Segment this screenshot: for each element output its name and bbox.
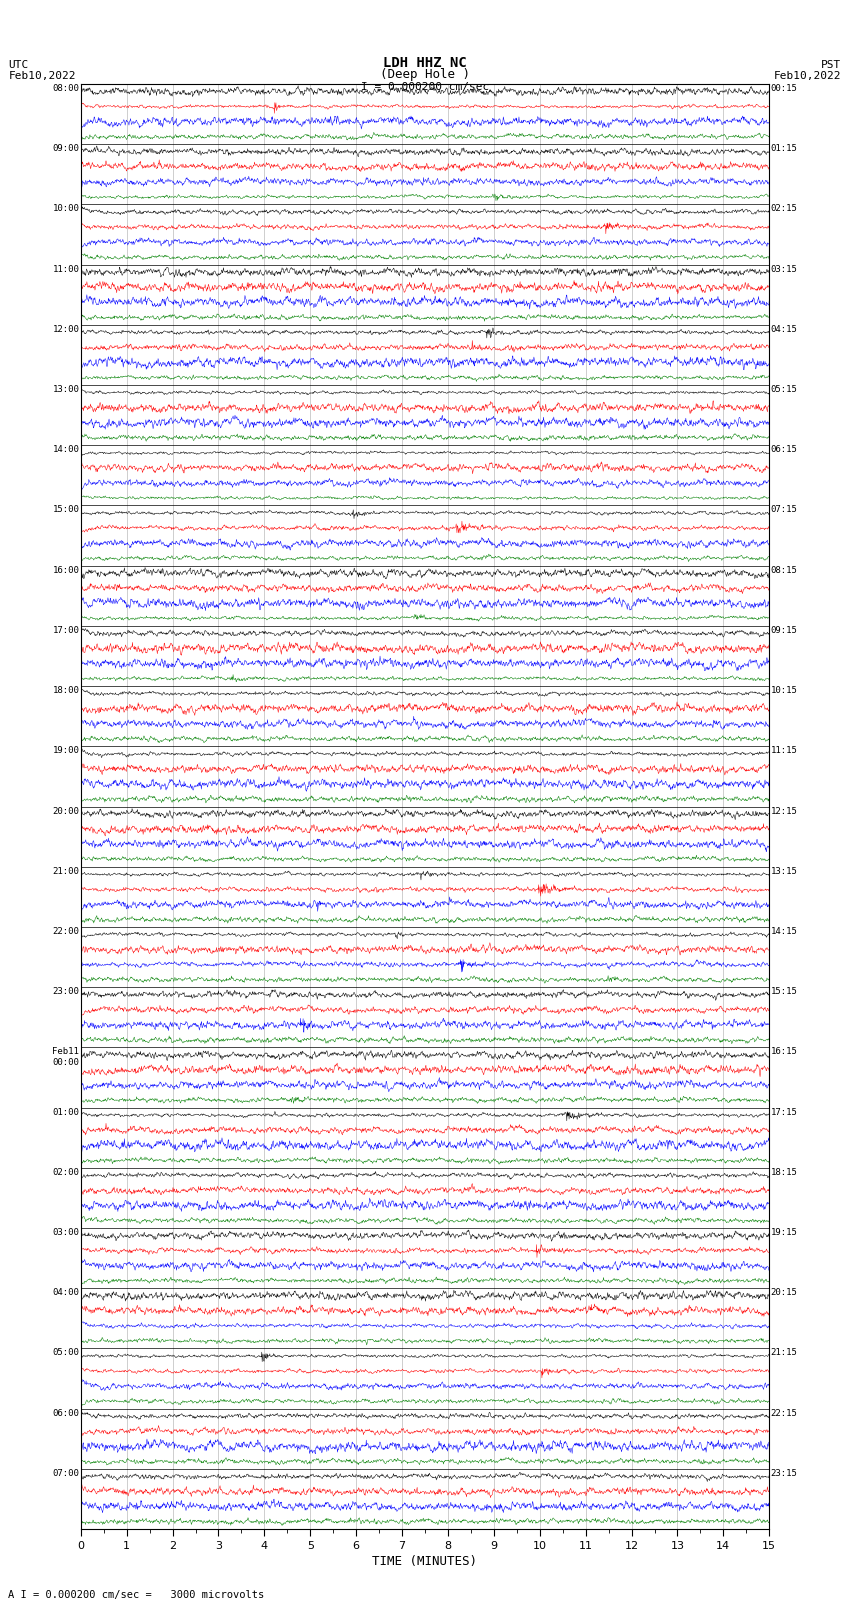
Text: 08:15: 08:15 [771,566,797,574]
Text: Feb10,2022: Feb10,2022 [8,71,76,82]
Text: 10:15: 10:15 [771,686,797,695]
Text: 06:00: 06:00 [53,1408,79,1418]
Text: 23:15: 23:15 [771,1469,797,1478]
Text: 06:15: 06:15 [771,445,797,455]
Text: 03:00: 03:00 [53,1227,79,1237]
Text: 13:00: 13:00 [53,386,79,394]
Text: Feb11
00:00: Feb11 00:00 [53,1047,79,1066]
Text: I = 0.000200 cm/sec: I = 0.000200 cm/sec [361,82,489,92]
Text: 00:15: 00:15 [771,84,797,94]
Text: 19:15: 19:15 [771,1227,797,1237]
Text: 15:15: 15:15 [771,987,797,997]
Text: 21:15: 21:15 [771,1348,797,1358]
Text: 11:15: 11:15 [771,747,797,755]
Text: 02:00: 02:00 [53,1168,79,1177]
Text: 14:00: 14:00 [53,445,79,455]
Text: 05:15: 05:15 [771,386,797,394]
Text: 22:00: 22:00 [53,927,79,936]
Text: Feb10,2022: Feb10,2022 [774,71,842,82]
Text: 04:00: 04:00 [53,1289,79,1297]
Text: A I = 0.000200 cm/sec =   3000 microvolts: A I = 0.000200 cm/sec = 3000 microvolts [8,1590,264,1600]
Text: UTC: UTC [8,60,29,71]
Text: 17:00: 17:00 [53,626,79,636]
Text: 18:15: 18:15 [771,1168,797,1177]
Text: 20:15: 20:15 [771,1289,797,1297]
Text: 13:15: 13:15 [771,866,797,876]
Text: 12:00: 12:00 [53,324,79,334]
Text: 09:00: 09:00 [53,144,79,153]
Text: 16:00: 16:00 [53,566,79,574]
Text: 07:15: 07:15 [771,505,797,515]
Text: 17:15: 17:15 [771,1108,797,1116]
Text: 08:00: 08:00 [53,84,79,94]
Text: 23:00: 23:00 [53,987,79,997]
Text: 05:00: 05:00 [53,1348,79,1358]
Text: 18:00: 18:00 [53,686,79,695]
Text: 14:15: 14:15 [771,927,797,936]
Text: 01:15: 01:15 [771,144,797,153]
Text: 10:00: 10:00 [53,205,79,213]
Text: 11:00: 11:00 [53,265,79,274]
Text: 03:15: 03:15 [771,265,797,274]
Text: 04:15: 04:15 [771,324,797,334]
Text: 20:00: 20:00 [53,806,79,816]
Text: 22:15: 22:15 [771,1408,797,1418]
Text: 19:00: 19:00 [53,747,79,755]
Text: 12:15: 12:15 [771,806,797,816]
Text: 02:15: 02:15 [771,205,797,213]
Text: 21:00: 21:00 [53,866,79,876]
Text: 15:00: 15:00 [53,505,79,515]
Text: 01:00: 01:00 [53,1108,79,1116]
Text: 09:15: 09:15 [771,626,797,636]
Text: 16:15: 16:15 [771,1047,797,1057]
Text: (Deep Hole ): (Deep Hole ) [380,68,470,82]
Text: PST: PST [821,60,842,71]
X-axis label: TIME (MINUTES): TIME (MINUTES) [372,1555,478,1568]
Text: LDH HHZ NC: LDH HHZ NC [383,56,467,71]
Text: 07:00: 07:00 [53,1469,79,1478]
